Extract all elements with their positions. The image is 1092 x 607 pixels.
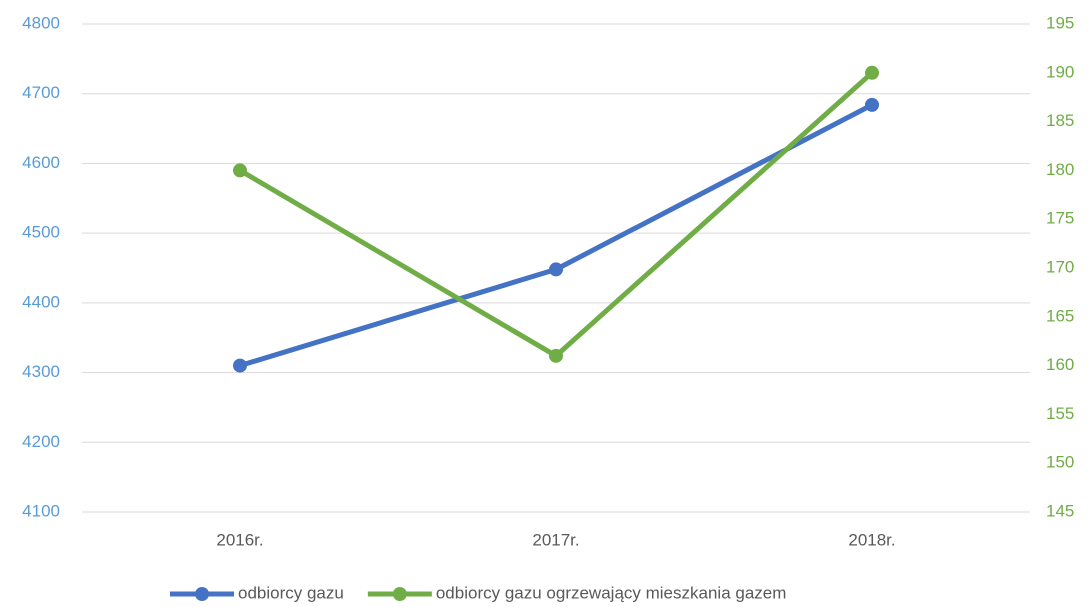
y2-tick-label: 160: [1046, 355, 1074, 374]
series-line: [239, 102, 874, 368]
y2-tick-label: 180: [1046, 160, 1074, 179]
series-line: [238, 70, 874, 359]
y2-tick-label: 145: [1046, 501, 1074, 520]
y-tick-label: 4300: [22, 362, 60, 381]
y-tick-label: 4100: [22, 501, 60, 520]
x-tick-label: 2016r.: [216, 530, 263, 549]
y2-tick-label: 150: [1046, 453, 1074, 472]
y-tick-label: 4200: [22, 432, 60, 451]
y2-tick-label: 190: [1046, 62, 1074, 81]
y2-tick-label: 155: [1046, 404, 1074, 423]
legend-marker: [392, 587, 407, 601]
legend-marker: [195, 587, 209, 601]
y-tick-label: 4700: [22, 83, 60, 102]
y2-tick-label: 170: [1046, 257, 1074, 276]
y2-tick-label: 195: [1046, 13, 1074, 32]
x-tick-label: 2018r.: [848, 530, 895, 549]
y-tick-label: 4500: [22, 223, 60, 242]
y2-tick-label: 175: [1046, 209, 1074, 228]
data-point: [549, 348, 563, 363]
y-tick-label: 4600: [22, 153, 60, 172]
y-tick-label: 4400: [22, 292, 60, 311]
legend-label: odbiorcy gazu: [238, 583, 344, 602]
data-point: [233, 163, 247, 178]
x-tick-label: 2017r.: [532, 530, 579, 549]
y2-tick-label: 165: [1046, 306, 1074, 325]
legend-label: odbiorcy gazu ogrzewający mieszkania gaz…: [436, 583, 787, 602]
y2-tick-label: 185: [1046, 111, 1074, 130]
data-point: [549, 262, 563, 277]
data-point: [865, 65, 879, 80]
data-point: [233, 358, 247, 373]
y-tick-label: 4800: [22, 13, 60, 32]
data-point: [865, 97, 879, 112]
